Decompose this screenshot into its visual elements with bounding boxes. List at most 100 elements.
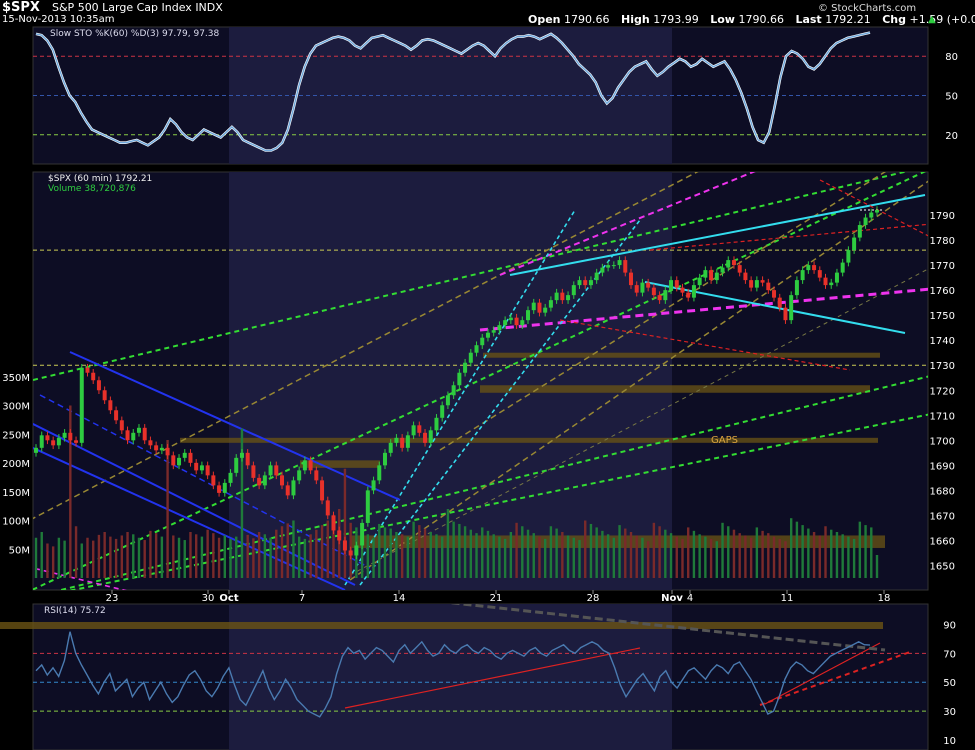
instrument-full-name: S&P 500 Large Cap Index [52,1,192,14]
candle-body [148,440,153,446]
volume-bar [721,522,724,578]
volume-bar [418,525,421,578]
candle-body [251,465,256,478]
volume-bar [332,514,335,578]
price-ytick-1720: 1720 [930,386,955,397]
candle-body [211,475,216,486]
volume-bar [709,538,713,578]
volume-bar [629,532,633,578]
candle-body [491,330,496,333]
volume-bar [624,528,627,578]
candle-body [56,437,61,446]
candle-body [834,272,839,283]
candle-body [314,470,319,481]
volume-bar [767,533,770,578]
candle-body [222,482,227,493]
candle-body [331,515,336,531]
volume-bar [704,536,707,578]
rsi-ytick-50: 50 [943,678,956,689]
candle-body [308,460,313,471]
volume-bar [40,532,43,578]
candle-body [508,317,513,321]
volume-bar [595,527,598,578]
magenta-trendline [479,287,928,332]
cyan-trendline [509,194,926,276]
candle-body [863,217,868,226]
volume-ytick-300M: 300M [2,402,30,413]
candle-body [514,317,519,326]
rsi-ytick-90: 90 [943,620,956,631]
rsi-ytick-10: 10 [943,736,956,747]
candle-body [829,282,834,286]
volume-bar [812,532,816,578]
candle-body [131,432,136,441]
volume-bar [46,543,49,578]
volume-bar [74,526,78,578]
price-ytick-1650: 1650 [930,561,955,572]
candle-body [291,480,296,496]
candle-body [154,445,159,451]
candle-body [474,345,479,353]
high-label: High [621,13,650,26]
candle-body [199,465,204,471]
candle-body [789,295,794,321]
volume-bar [400,534,404,578]
rsi-legend: RSI(14) 75.72 [44,606,106,616]
quote-stats: Open 1790.66 High 1793.99 Low 1790.66 La… [528,13,975,26]
candle-body [651,287,656,296]
candle-body [62,432,67,438]
candle-body [125,430,130,441]
volume-bar [755,527,759,578]
candle-body [737,265,742,273]
candle-body [297,470,302,481]
volume-bar [69,405,72,578]
volume-bar [80,543,83,578]
volume-bar [875,555,879,578]
volume-bar [646,541,650,578]
chg-value: +1.59 (+0.09%) [909,13,975,26]
price-ytick-1680: 1680 [930,486,955,497]
volume-bar [681,538,684,578]
volume-bar [469,529,473,578]
x-tick-23: 23 [106,593,119,604]
candle-body [405,435,410,448]
volume-bar [372,537,375,578]
volume-bar [778,538,781,578]
x-tick-Oct: Oct [219,593,238,604]
candle-body [783,307,788,321]
candle-body [543,307,548,313]
green-trendline [33,172,927,590]
gap-box [300,460,380,468]
volume-bar [847,536,850,578]
candle-body [274,465,279,476]
volume-bar [549,526,553,578]
candle-body [588,280,593,286]
candle-body [760,280,765,283]
candle-body [777,297,782,308]
magenta-trendline [33,567,127,590]
candle-body [812,265,817,271]
candle-body [136,427,141,433]
candle-body [96,380,101,391]
chg-label: Chg [882,13,906,26]
x-tick-30: 30 [202,593,215,604]
candle-body [354,545,359,556]
candle-body [669,280,674,291]
volume-bar [744,535,747,578]
candle-body [194,462,199,471]
candle-body [445,395,450,406]
volume-bar [263,534,267,578]
sto-ytick-20: 20 [945,131,958,142]
candle-body [320,480,325,501]
triangle-up-icon: ▲ [928,14,936,25]
candle-body [171,455,176,466]
volume-bar [458,523,461,578]
high-value: 1793.99 [653,13,699,26]
volume-bar [326,520,329,578]
volume-bar [217,537,221,578]
volume-ytick-350M: 350M [2,373,30,384]
rsi-ytick-70: 70 [943,649,956,660]
volume-bar [715,541,719,578]
candle-body [239,452,244,458]
volume-bar [795,521,799,578]
